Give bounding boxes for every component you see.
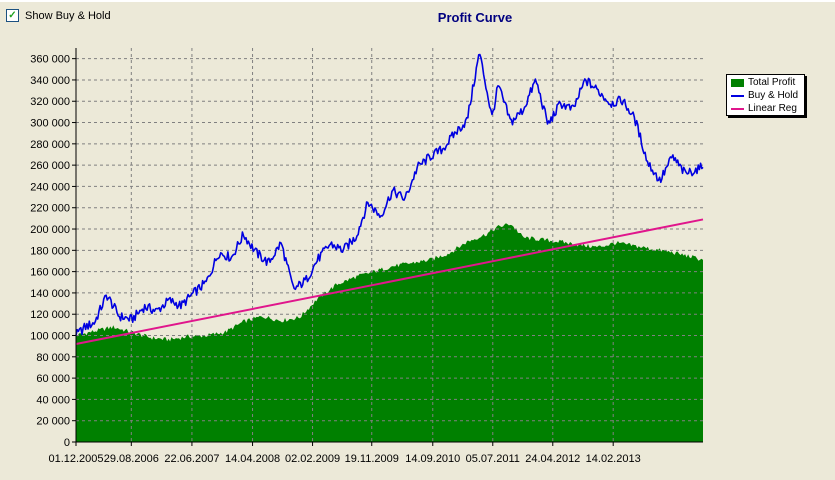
y-tick-label: 180 000 [30, 245, 70, 257]
legend-label-total-profit: Total Profit [748, 77, 796, 88]
y-tick-label: 60 000 [36, 373, 70, 385]
y-tick-label: 80 000 [36, 352, 70, 364]
legend-item-linear-reg: Linear Reg [731, 102, 804, 115]
x-tick-label: 29.08.2006 [104, 453, 159, 465]
x-tick-label: 02.02.2009 [285, 453, 340, 465]
x-tick-label: 24.04.2012 [525, 453, 580, 465]
buy-hold-swatch [731, 94, 744, 97]
y-tick-label: 0 [64, 437, 70, 449]
y-tick-label: 20 000 [36, 416, 70, 428]
x-tick-label: 19.11.2009 [345, 453, 399, 465]
y-tick-label: 200 000 [30, 224, 70, 236]
x-tick-label: 05.07.2011 [466, 453, 520, 465]
linear-reg-swatch [731, 107, 744, 110]
linear-reg-line [75, 218, 704, 346]
buy-hold-line [75, 53, 704, 336]
chart-legend: Total Profit Buy & Hold Linear Reg [726, 74, 805, 116]
y-tick-label: 140 000 [30, 288, 70, 300]
legend-label-linear-reg: Linear Reg [748, 103, 797, 114]
y-tick-label: 260 000 [30, 160, 70, 172]
show-buy-hold-checkbox[interactable]: ✓ [6, 9, 19, 22]
y-tick-label: 360 000 [30, 54, 70, 66]
show-buy-hold-toggle[interactable]: ✓ Show Buy & Hold [6, 9, 111, 22]
chart-title: Profit Curve [437, 10, 513, 25]
y-tick-label: 340 000 [30, 75, 70, 87]
show-buy-hold-label: Show Buy & Hold [25, 9, 111, 22]
y-tick-label: 160 000 [30, 267, 70, 279]
x-tick-label: 01.12.2005 [48, 453, 103, 465]
y-tick-label: 300 000 [30, 118, 70, 130]
x-tick-label: 22.06.2007 [164, 453, 219, 465]
y-tick-label: 40 000 [36, 394, 70, 406]
y-tick-label: 120 000 [30, 309, 70, 321]
total-profit-swatch [731, 78, 744, 87]
y-tick-label: 100 000 [30, 331, 70, 343]
x-tick-label: 14.09.2010 [405, 453, 460, 465]
legend-item-total-profit: Total Profit [731, 76, 804, 89]
y-tick-label: 280 000 [30, 139, 70, 151]
total-profit-area [76, 223, 703, 442]
y-tick-label: 320 000 [30, 96, 70, 108]
x-tick-label: 14.04.2008 [225, 453, 280, 465]
legend-item-buy-hold: Buy & Hold [731, 89, 804, 102]
y-tick-label: 240 000 [30, 181, 70, 193]
legend-label-buy-hold: Buy & Hold [748, 90, 799, 101]
x-tick-label: 14.02.2013 [586, 453, 641, 465]
y-tick-label: 220 000 [30, 203, 70, 215]
window-top-border [0, 0, 835, 2]
